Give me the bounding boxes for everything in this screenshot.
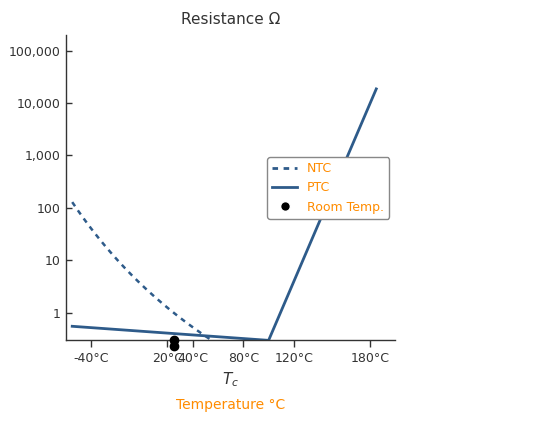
Title: Resistance Ω: Resistance Ω bbox=[181, 12, 281, 27]
PTC bbox=[104, 326, 110, 331]
PTC bbox=[373, 86, 379, 92]
PTC bbox=[199, 333, 205, 338]
NTC bbox=[122, 266, 128, 271]
NTC bbox=[372, 415, 378, 420]
PTC bbox=[334, 177, 341, 182]
NTC bbox=[186, 322, 192, 327]
PTC bbox=[69, 324, 76, 329]
Line: PTC: PTC bbox=[72, 89, 376, 341]
PTC bbox=[122, 327, 128, 333]
NTC bbox=[104, 245, 110, 251]
PTC bbox=[265, 338, 272, 343]
PTC bbox=[367, 100, 374, 105]
NTC bbox=[373, 415, 379, 420]
NTC bbox=[367, 413, 373, 419]
PTC bbox=[186, 332, 192, 337]
Text: Temperature °C: Temperature °C bbox=[176, 398, 285, 412]
Text: $T_c$: $T_c$ bbox=[222, 371, 239, 389]
Legend: NTC, PTC, Room Temp.: NTC, PTC, Room Temp. bbox=[267, 157, 389, 218]
NTC bbox=[334, 401, 341, 406]
Line: NTC: NTC bbox=[72, 202, 376, 418]
NTC bbox=[199, 331, 205, 337]
NTC bbox=[69, 200, 76, 205]
